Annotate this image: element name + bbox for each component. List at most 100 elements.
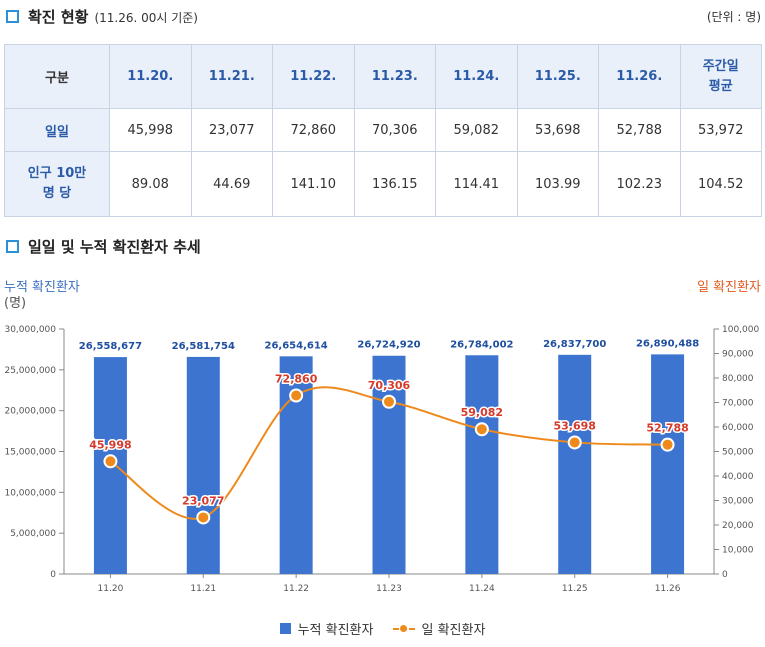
table-header-date: 11.20. — [109, 44, 192, 109]
right-axis-tick-label: 0 — [722, 570, 728, 580]
table-header-row: 구분 11.20. 11.21. 11.22. 11.23. 11.24. 11… — [4, 44, 762, 109]
right-axis-tick-label: 50,000 — [722, 448, 754, 458]
left-axis-title-line2: (명) — [4, 296, 27, 311]
line-point-daily — [382, 394, 396, 409]
section-square-icon — [6, 10, 19, 23]
left-axis-title-line1: 누적 확진환자 — [4, 280, 80, 295]
table-cell: 103.99 — [516, 151, 599, 217]
table-cell: 53,972 — [679, 108, 762, 152]
x-axis-tick-label: 11.20 — [98, 584, 124, 594]
bar-data-label: 26,581,754 — [172, 341, 235, 352]
table-cell: 70,306 — [353, 108, 436, 152]
legend-label: 누적 확진환자 — [297, 623, 374, 638]
weekly-average-line2: 평균 — [708, 78, 733, 94]
table-cell: 53,698 — [516, 108, 599, 152]
row-label-daily: 일일 — [4, 108, 110, 152]
table-cell: 23,077 — [190, 108, 273, 152]
bar-cumulative — [651, 354, 685, 574]
left-axis-tick-label: 10,000,000 — [4, 488, 56, 498]
bar-cumulative — [558, 354, 592, 574]
table-cell: 52,788 — [598, 108, 681, 152]
x-axis-tick-label: 11.24 — [469, 584, 495, 594]
right-axis-tick-label: 70,000 — [722, 399, 754, 409]
line-point-daily — [103, 454, 118, 469]
stats-table: 구분 11.20. 11.21. 11.22. 11.23. 11.24. 11… — [4, 44, 762, 217]
legend-line-swatch — [393, 623, 416, 634]
table-row-daily: 일일 45,998 23,077 72,860 70,306 59,082 53… — [4, 108, 762, 152]
line-data-label: 52,788 — [646, 422, 688, 435]
table-header-date: 11.21. — [190, 44, 273, 109]
line-data-label: 45,998 — [89, 438, 131, 451]
left-axis-tick-label: 20,000,000 — [4, 407, 56, 417]
right-axis-tick-label: 40,000 — [722, 472, 754, 482]
table-header-date: 11.25. — [516, 44, 599, 109]
table-cell: 104.52 — [679, 151, 762, 217]
line-point-daily — [567, 435, 582, 450]
row-label-per-100k-line1: 인구 10만 — [27, 166, 87, 181]
weekly-average-line1: 주간일 — [702, 58, 739, 74]
table-header-weekly-average: 주간일 평균 — [679, 44, 762, 109]
bar-cumulative — [372, 355, 406, 574]
left-axis-tick-label: 15,000,000 — [4, 448, 56, 458]
table-cell: 136.15 — [353, 151, 436, 217]
x-axis-tick-label: 11.23 — [376, 584, 402, 594]
table-cell: 59,082 — [435, 108, 518, 152]
right-axis-tick-label: 100,000 — [722, 325, 759, 335]
right-axis-title-line1: 일 확진환자 — [697, 280, 761, 295]
line-data-label: 23,077 — [182, 494, 224, 507]
left-axis-tick-label: 0 — [50, 570, 56, 580]
right-axis-tick-label: 80,000 — [722, 374, 754, 384]
chart-legend: 누적 확진환자 일 확진환자 — [0, 619, 765, 638]
table-cell: 89.08 — [109, 151, 192, 217]
table-corner-header: 구분 — [4, 44, 110, 109]
table-cell: 44.69 — [190, 151, 273, 217]
bar-data-label: 26,784,002 — [450, 339, 513, 350]
line-data-label: 70,306 — [368, 379, 411, 392]
right-axis-tick-label: 90,000 — [722, 350, 754, 360]
right-axis-title: 일 확진환자 — [697, 280, 761, 296]
bar-cumulative — [186, 356, 220, 574]
bar-data-label: 26,837,700 — [543, 339, 606, 350]
legend-bar-swatch — [279, 623, 291, 634]
left-axis-tick-label: 30,000,000 — [4, 325, 56, 335]
left-axis-tick-label: 5,000,000 — [10, 529, 56, 539]
line-point-daily — [474, 422, 489, 437]
x-axis-tick-label: 11.21 — [190, 584, 216, 594]
bar-data-label: 26,558,677 — [79, 341, 142, 352]
line-point-daily — [289, 388, 304, 403]
table-cell: 72,860 — [272, 108, 355, 152]
right-axis-tick-label: 10,000 — [722, 546, 754, 556]
line-data-label: 59,082 — [461, 406, 503, 419]
bar-data-label: 26,890,488 — [636, 338, 699, 349]
x-axis-tick-label: 11.22 — [283, 584, 309, 594]
section-header-trend: 일일 및 누적 확진환자 추세 — [6, 236, 201, 257]
x-axis-tick-label: 11.25 — [562, 584, 588, 594]
table-cell: 102.23 — [598, 151, 681, 217]
line-data-label: 72,860 — [275, 372, 318, 385]
right-axis-tick-label: 20,000 — [722, 521, 754, 531]
table-header-date: 11.23. — [353, 44, 436, 109]
legend-item-daily: 일 확진환자 — [393, 619, 485, 638]
section-title: 일일 및 누적 확진환자 추세 — [28, 238, 201, 256]
section-title: 확진 현황 — [28, 8, 89, 26]
table-row-per-100k: 인구 10만 명 당 89.08 44.69 141.10 136.15 114… — [4, 151, 762, 217]
left-axis-title: 누적 확진환자 (명) — [4, 280, 80, 312]
line-data-label: 53,698 — [553, 419, 595, 432]
table-cell: 114.41 — [435, 151, 518, 217]
section-subtitle: (11.26. 00시 기준) — [94, 11, 198, 25]
row-label-per-100k-line2: 명 당 — [42, 186, 72, 201]
line-point-daily — [660, 437, 675, 452]
bar-data-label: 26,724,920 — [357, 340, 420, 351]
right-axis-tick-label: 30,000 — [722, 497, 754, 507]
unit-label: (단위 : 명) — [706, 10, 761, 24]
table-header-date: 11.24. — [435, 44, 518, 109]
section-square-icon — [6, 240, 19, 253]
right-axis-tick-label: 60,000 — [722, 423, 754, 433]
legend-item-cumulative: 누적 확진환자 — [279, 619, 374, 638]
row-label-per-100k: 인구 10만 명 당 — [4, 151, 110, 217]
x-axis-tick-label: 11.26 — [655, 584, 681, 594]
left-axis-tick-label: 25,000,000 — [4, 366, 56, 376]
legend-label: 일 확진환자 — [421, 623, 486, 638]
bar-cumulative — [465, 355, 499, 574]
